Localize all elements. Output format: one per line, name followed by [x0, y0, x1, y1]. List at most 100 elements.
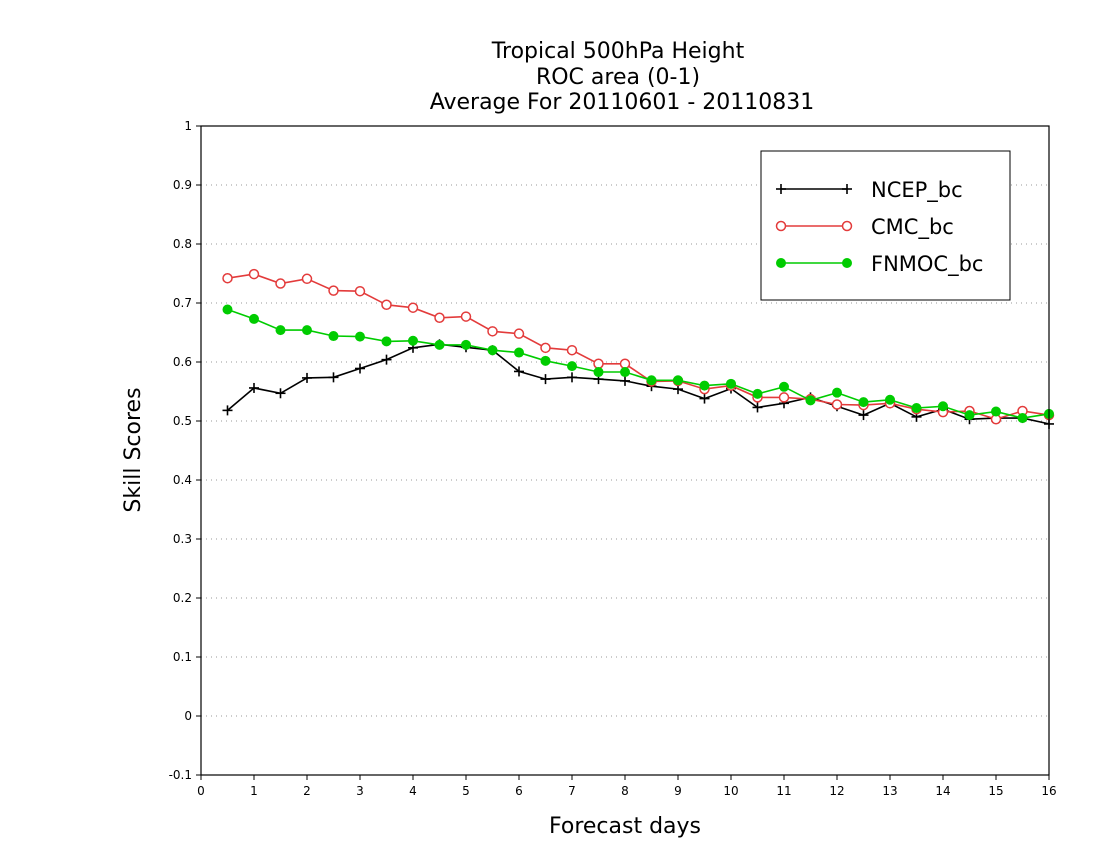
x-tick-label: 7	[568, 784, 576, 798]
x-tick-label: 5	[462, 784, 470, 798]
data-point	[249, 382, 259, 393]
data-point	[858, 397, 869, 408]
data-point	[619, 358, 631, 370]
data-point	[964, 410, 975, 421]
x-tick-label: 12	[829, 784, 844, 798]
x-axis-label: Forecast days	[549, 814, 701, 839]
data-point	[726, 378, 736, 389]
data-point	[858, 410, 869, 421]
legend-label: CMC_bc	[871, 215, 954, 240]
x-tick-label: 16	[1041, 784, 1056, 798]
data-point	[461, 339, 471, 350]
data-point	[302, 372, 312, 383]
data-point	[328, 372, 339, 383]
x-tick-label: 0	[197, 784, 205, 798]
data-point	[779, 381, 789, 392]
series-line	[227, 308, 1050, 419]
y-tick-label: 0.6	[173, 355, 192, 369]
data-point	[434, 339, 445, 350]
data-point	[673, 375, 683, 386]
data-point	[752, 388, 763, 399]
y-tick-label: 0	[184, 709, 192, 723]
data-point	[381, 354, 392, 365]
title-line-1: Tropical 500hPa Height	[491, 39, 745, 64]
series-FNMOC_bc	[222, 304, 1054, 424]
data-point	[222, 304, 233, 315]
data-point	[355, 363, 365, 374]
y-tick-label: 0.4	[173, 473, 192, 487]
x-tick-label: 3	[356, 784, 364, 798]
x-tick-label: 15	[988, 784, 1003, 798]
legend-marker	[776, 184, 786, 194]
legend-marker	[776, 258, 786, 268]
data-point	[885, 394, 895, 405]
data-point	[805, 395, 816, 406]
data-point	[646, 375, 657, 386]
data-point	[249, 313, 259, 324]
y-tick-label: 0.3	[173, 532, 192, 546]
title-line-3: Average For 20110601 - 20110831	[430, 90, 815, 115]
data-point	[593, 358, 604, 370]
legend-label: NCEP_bc	[871, 178, 963, 203]
legend-entry: FNMOC_bc	[776, 252, 983, 277]
data-point	[831, 399, 843, 410]
data-point	[567, 361, 577, 372]
x-tick-label: 6	[515, 784, 523, 798]
data-point	[514, 347, 524, 358]
x-tick-label: 1	[250, 784, 258, 798]
x-tick-label: 9	[674, 784, 682, 798]
data-point	[222, 272, 233, 284]
x-tick-label: 10	[723, 784, 738, 798]
x-tick-label: 4	[409, 784, 417, 798]
data-point	[328, 331, 339, 342]
data-point	[567, 372, 577, 383]
data-point	[381, 336, 392, 347]
legend: NCEP_bc CMC_bc FNMOC_bc	[760, 150, 1011, 301]
y-tick-label: 0.1	[173, 650, 192, 664]
data-point	[699, 380, 710, 391]
x-tick-label: 8	[621, 784, 629, 798]
plot-frame	[200, 125, 1050, 776]
data-point	[778, 392, 790, 403]
legend-label: FNMOC_bc	[871, 252, 983, 277]
y-tick-label: 0.8	[173, 237, 192, 251]
data-point	[301, 273, 313, 285]
data-point	[620, 375, 630, 386]
data-point	[487, 326, 498, 337]
data-point	[355, 331, 365, 342]
data-point	[275, 388, 286, 399]
legend-entry: CMC_bc	[775, 215, 954, 240]
x-tick-label: 14	[935, 784, 950, 798]
data-point	[911, 403, 922, 414]
data-point	[248, 268, 260, 280]
y-tick-label: 0.7	[173, 296, 192, 310]
legend-entry: NCEP_bc	[776, 178, 963, 203]
legend-marker	[842, 258, 852, 268]
data-point	[752, 402, 763, 413]
chart-title: Tropical 500hPa Height ROC area (0-1) Av…	[430, 39, 815, 115]
y-tick-label: 0.2	[173, 591, 192, 605]
data-point	[991, 406, 1001, 417]
x-tick-label: 11	[776, 784, 791, 798]
data-point	[354, 285, 366, 297]
data-point	[513, 328, 525, 339]
y-tick-label: 1	[184, 119, 192, 133]
data-point	[407, 302, 419, 313]
data-point	[593, 367, 604, 378]
x-tick-label: 2	[303, 784, 311, 798]
data-point	[275, 325, 286, 336]
data-point	[566, 344, 578, 356]
x-tick-label: 13	[882, 784, 897, 798]
data-point	[434, 312, 445, 323]
axes: -0.100.10.20.30.40.50.60.70.80.910 1 2 3 4 5 6…	[169, 119, 1057, 798]
data-point	[222, 405, 233, 416]
y-tick-label: 0.9	[173, 178, 192, 192]
data-point	[487, 345, 498, 356]
data-point	[540, 355, 551, 366]
data-point	[540, 342, 551, 354]
title-line-2: ROC area (0-1)	[536, 65, 700, 90]
data-point	[275, 278, 286, 289]
data-point	[408, 335, 418, 346]
y-axis-label: Skill Scores	[121, 387, 146, 512]
data-point	[328, 285, 339, 296]
